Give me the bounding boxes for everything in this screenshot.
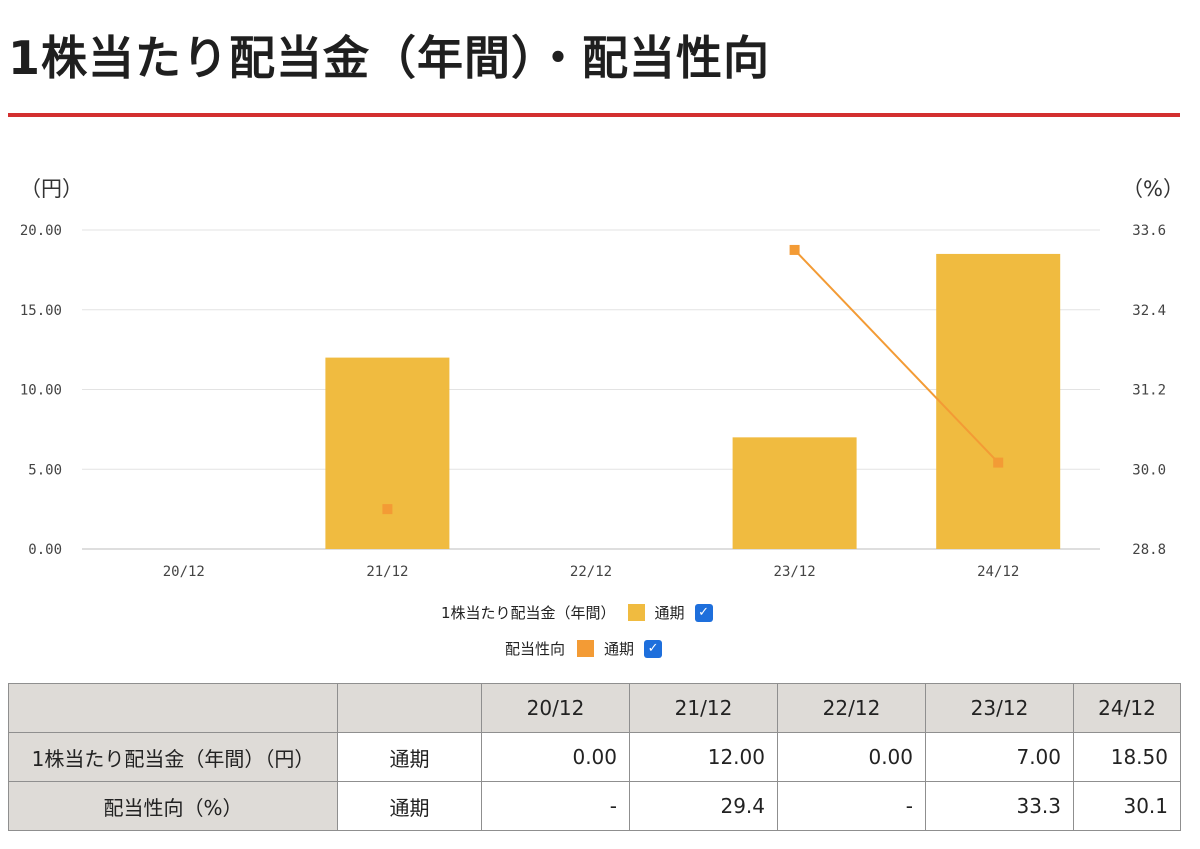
legend-item-payout: 配当性向 通期 ✓ [505,638,663,659]
table-row: 配当性向（%） 通期 - 29.4 - 33.3 30.1 [8,781,1181,831]
table-cell-period: 通期 [337,781,482,831]
bar-dividend [732,437,857,549]
table-row-label: 1株当たり配当金（年間）（円） [8,732,338,782]
table-cell: - [481,781,630,831]
table-cell: 0.00 [777,732,926,782]
right-axis-tick-label: 30.0 [1132,462,1166,478]
table-cell: 12.00 [629,732,778,782]
bar-dividend [325,357,450,549]
table-header-cell: 22/12 [777,683,926,733]
payout-line-segment [793,249,999,464]
x-axis-tick-label: 20/12 [163,564,205,580]
payout-point [789,244,800,255]
left-axis-tick-label: 0.00 [28,542,62,558]
right-axis-tick-label: 33.6 [1132,223,1166,239]
page-title: 1株当たり配当金（年間）・配当性向 [8,31,771,85]
left-axis-tick-label: 15.00 [20,303,62,319]
payout-point [993,457,1004,468]
left-axis-tick-label: 20.00 [20,223,62,239]
table-cell: 0.00 [481,732,630,782]
title-divider [8,113,1180,117]
table-cell: 7.00 [925,732,1074,782]
left-axis-tick-label: 10.00 [20,383,62,399]
dividend-chart: 0.00 5.00 10.00 15.00 20.00 28.8 30.0 31.2 32.4 3… [20,223,1166,580]
legend-swatch-dividend [627,604,645,621]
table-cell: 18.50 [1073,732,1181,782]
right-axis-tick-label: 32.4 [1132,303,1166,319]
right-axis-unit: （%） [1122,177,1184,201]
bar-dividend [936,253,1061,550]
left-axis-unit: （円） [20,177,83,201]
table-cell-period: 通期 [337,732,482,782]
table-cell: 29.4 [629,781,778,831]
legend-checkbox-payout[interactable]: ✓ [644,639,663,658]
legend-label-dividend: 1株当たり配当金（年間） [441,604,616,622]
legend-sub-payout: 通期 [604,640,635,658]
table-cell: - [777,781,926,831]
x-axis-tick-label: 24/12 [977,564,1019,580]
table-row: 1株当たり配当金（年間）（円） 通期 0.00 12.00 0.00 7.00 … [8,732,1181,782]
x-axis-tick-label: 22/12 [570,564,612,580]
table-header-cell [8,683,338,733]
legend-sub-dividend: 通期 [654,604,685,622]
right-axis-tick-label: 31.2 [1132,383,1166,399]
legend-swatch-payout [577,640,595,657]
dividend-table: 20/12 21/12 22/12 23/12 24/12 1株当たり配当金（年… [8,683,1181,831]
table-header-cell: 21/12 [629,683,778,733]
table-header-cell [337,683,482,733]
payout-point [382,504,393,515]
table-header-cell: 20/12 [481,683,630,733]
legend-item-dividend: 1株当たり配当金（年間） 通期 ✓ [441,602,713,623]
table-cell: 33.3 [925,781,1074,831]
x-axis-tick-label: 21/12 [366,564,408,580]
table-header-cell: 24/12 [1073,683,1181,733]
table-header-cell: 23/12 [925,683,1074,733]
x-axis-tick-label: 23/12 [774,564,816,580]
right-axis-tick-label: 28.8 [1132,542,1166,558]
table-row-label: 配当性向（%） [8,781,338,831]
legend-checkbox-dividend[interactable]: ✓ [694,603,713,622]
table-cell: 30.1 [1073,781,1181,831]
table-header-row: 20/12 21/12 22/12 23/12 24/12 [8,683,1181,733]
legend-label-payout: 配当性向 [505,640,566,658]
left-axis-tick-label: 5.00 [28,462,62,478]
